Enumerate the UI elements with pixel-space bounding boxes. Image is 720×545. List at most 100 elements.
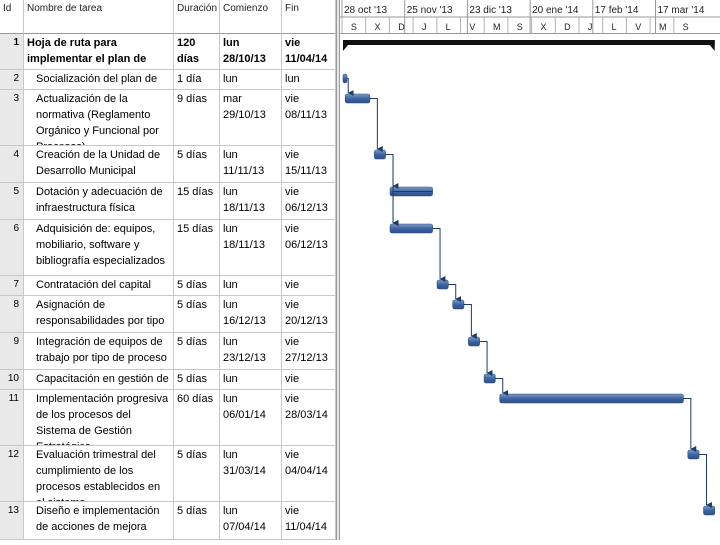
task-bar[interactable]: [389, 223, 433, 234]
task-name-cell[interactable]: Adquisición de: equipos, mobiliario, sof…: [24, 220, 174, 275]
task-duration-cell[interactable]: 9 días: [174, 90, 220, 145]
task-duration-cell[interactable]: 5 días: [174, 296, 220, 332]
column-header-duration[interactable]: Duración: [174, 0, 220, 34]
task-id-cell[interactable]: 2: [0, 70, 24, 89]
task-end-cell[interactable]: vie 13/12/13: [282, 276, 336, 295]
task-id-cell[interactable]: 10: [0, 370, 24, 389]
task-start-cell[interactable]: lun 28/10/13: [220, 34, 282, 69]
gantt-svg: 28 oct '13 25 nov '13 23 dic '13 20 ene '14…: [340, 0, 720, 516]
task-end-cell[interactable]: vie 28/03/14: [282, 390, 336, 445]
dependency-link: [369, 98, 383, 152]
task-end-cell[interactable]: vie 06/12/13: [282, 183, 336, 219]
task-duration-cell[interactable]: 5 días: [174, 502, 220, 539]
task-duration-cell[interactable]: 5 días: [174, 146, 220, 182]
task-id-cell[interactable]: 1: [0, 34, 24, 69]
task-name-cell[interactable]: Diseño e implementación de acciones de m…: [24, 502, 174, 539]
day-label: X: [375, 22, 381, 32]
task-start-cell[interactable]: lun 23/12/13: [220, 333, 282, 369]
task-duration-cell[interactable]: 15 días: [174, 183, 220, 219]
dependency-link: [385, 154, 399, 226]
task-duration-cell[interactable]: 15 días: [174, 220, 220, 275]
task-id-cell[interactable]: 11: [0, 390, 24, 445]
task-name-cell[interactable]: Asignación de responsabilidades por tipo…: [24, 296, 174, 332]
task-start-cell[interactable]: mar 29/10/13: [220, 90, 282, 145]
summary-bar-start-cap: [343, 40, 348, 51]
task-start-cell[interactable]: lun 18/11/13: [220, 183, 282, 219]
task-id-cell[interactable]: 7: [0, 276, 24, 295]
task-bar[interactable]: [374, 149, 386, 160]
row-divider: [0, 369, 340, 370]
row-divider: [0, 69, 340, 70]
task-start-cell[interactable]: lun 06/01/14: [220, 390, 282, 445]
task-end-cell[interactable]: lun 28/10/13: [282, 70, 336, 89]
task-end-cell[interactable]: vie 15/11/13: [282, 146, 336, 182]
task-start-cell[interactable]: lun 09/12/13: [220, 276, 282, 295]
task-duration-cell[interactable]: 5 días: [174, 370, 220, 389]
task-name-cell[interactable]: Dotación y adecuación de infraestructura…: [24, 183, 174, 219]
task-id-cell[interactable]: 5: [0, 183, 24, 219]
day-label: S: [351, 22, 357, 32]
task-name-cell[interactable]: Capacitación en gestión de proces: [24, 370, 174, 389]
row-divider: [0, 145, 340, 146]
task-name-cell[interactable]: Actualización de la normativa (Reglament…: [24, 90, 174, 145]
task-id-cell[interactable]: 4: [0, 146, 24, 182]
task-name-cell[interactable]: Socialización del plan de mejoras: [24, 70, 174, 89]
day-label: D: [398, 22, 405, 32]
task-bar[interactable]: [344, 93, 371, 104]
column-header-end[interactable]: Fin: [282, 0, 336, 34]
task-id-cell[interactable]: 13: [0, 502, 24, 539]
task-name-cell[interactable]: Evaluación trimestral del cumplimiento d…: [24, 446, 174, 501]
task-start-cell[interactable]: lun 07/04/14: [220, 502, 282, 539]
task-end-cell[interactable]: vie 03/01/14: [282, 370, 336, 389]
task-bar[interactable]: [342, 73, 348, 84]
dependency-link: [495, 378, 509, 396]
dependency-link: [448, 284, 462, 302]
pane-divider[interactable]: [336, 0, 340, 540]
task-duration-cell[interactable]: 5 días: [174, 446, 220, 501]
task-end-cell[interactable]: vie 04/04/14: [282, 446, 336, 501]
summary-bar[interactable]: [343, 40, 715, 45]
task-id-cell[interactable]: 9: [0, 333, 24, 369]
task-start-cell[interactable]: lun 18/11/13: [220, 220, 282, 275]
task-duration-cell[interactable]: 120 días: [174, 34, 220, 69]
task-bar[interactable]: [483, 373, 496, 384]
task-bar[interactable]: [687, 449, 700, 460]
task-start-cell[interactable]: lun 28/10/13: [220, 70, 282, 89]
column-header-name[interactable]: Nombre de tarea: [24, 0, 174, 34]
task-bar[interactable]: [703, 505, 716, 516]
task-name-cell[interactable]: Integración de equipos de trabajo por ti…: [24, 333, 174, 369]
task-duration-cell[interactable]: 1 día: [174, 70, 220, 89]
task-duration-cell[interactable]: 5 días: [174, 276, 220, 295]
task-bar[interactable]: [468, 336, 480, 347]
task-end-cell[interactable]: vie 11/04/14: [282, 34, 336, 69]
row-divider: [0, 275, 340, 276]
task-name-cell[interactable]: Implementación progresiva de los proceso…: [24, 390, 174, 445]
dependency-link: [463, 304, 477, 339]
task-end-cell[interactable]: vie 11/04/14: [282, 502, 336, 539]
task-bar[interactable]: [499, 393, 684, 404]
dependency-link: [385, 154, 399, 189]
column-header-id[interactable]: Id: [0, 0, 24, 34]
task-start-cell[interactable]: lun 31/03/14: [220, 446, 282, 501]
task-bar[interactable]: [452, 299, 465, 310]
task-id-cell[interactable]: 8: [0, 296, 24, 332]
task-name-cell[interactable]: Hoja de ruta para implementar el plan de…: [24, 34, 174, 69]
task-end-cell[interactable]: vie 08/11/13: [282, 90, 336, 145]
task-end-cell[interactable]: vie 06/12/13: [282, 220, 336, 275]
task-start-cell[interactable]: lun 11/11/13: [220, 146, 282, 182]
task-start-cell[interactable]: lun 30/12/13: [220, 370, 282, 389]
task-name-cell[interactable]: Creación de la Unidad de Desarrollo Muni…: [24, 146, 174, 182]
task-bar[interactable]: [436, 279, 449, 290]
period-label: 25 nov '13: [407, 5, 453, 16]
task-id-cell[interactable]: 3: [0, 90, 24, 145]
task-id-cell[interactable]: 6: [0, 220, 24, 275]
task-duration-cell[interactable]: 5 días: [174, 333, 220, 369]
column-header-start[interactable]: Comienzo: [220, 0, 282, 34]
task-name-cell[interactable]: Contratación del capital humano: [24, 276, 174, 295]
task-id-cell[interactable]: 12: [0, 446, 24, 501]
row-divider: [0, 219, 340, 220]
task-duration-cell[interactable]: 60 días: [174, 390, 220, 445]
task-end-cell[interactable]: vie 27/12/13: [282, 333, 336, 369]
task-end-cell[interactable]: vie 20/12/13: [282, 296, 336, 332]
task-start-cell[interactable]: lun 16/12/13: [220, 296, 282, 332]
